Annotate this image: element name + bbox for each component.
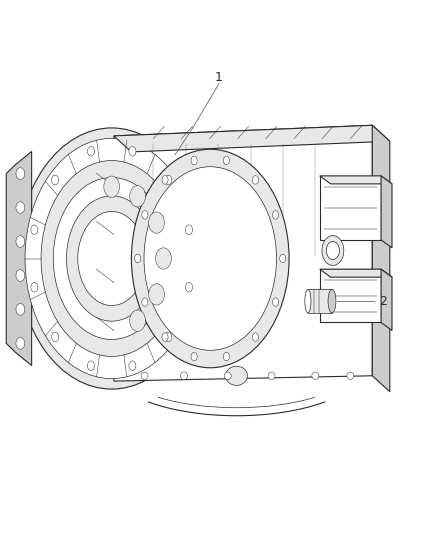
Ellipse shape [142,211,148,219]
Ellipse shape [67,196,157,321]
Ellipse shape [25,139,198,378]
Ellipse shape [226,366,247,385]
Ellipse shape [326,241,339,260]
Ellipse shape [31,282,38,292]
Ellipse shape [53,177,170,340]
Polygon shape [381,269,392,330]
Polygon shape [320,269,392,277]
Ellipse shape [52,332,59,342]
Ellipse shape [130,310,145,332]
Ellipse shape [272,211,279,219]
Ellipse shape [223,352,230,361]
Polygon shape [381,176,392,248]
Polygon shape [6,151,32,366]
Ellipse shape [155,248,171,269]
Ellipse shape [165,175,172,185]
Ellipse shape [312,372,319,379]
Polygon shape [114,125,372,381]
Ellipse shape [104,176,120,197]
Ellipse shape [165,332,172,342]
Ellipse shape [52,175,59,185]
Ellipse shape [131,149,289,368]
Polygon shape [372,125,390,392]
Ellipse shape [180,372,187,379]
Ellipse shape [162,176,168,184]
Ellipse shape [31,225,38,235]
Polygon shape [114,125,390,152]
Text: 1: 1 [215,71,223,84]
Ellipse shape [148,212,164,233]
Ellipse shape [268,372,275,379]
Ellipse shape [16,304,25,316]
Ellipse shape [41,160,182,357]
Ellipse shape [347,372,354,379]
Ellipse shape [191,352,197,361]
Ellipse shape [186,225,193,235]
Ellipse shape [272,298,279,306]
Ellipse shape [18,128,206,389]
Ellipse shape [328,289,336,313]
Ellipse shape [191,156,197,165]
Ellipse shape [78,212,145,305]
Ellipse shape [129,147,136,156]
Ellipse shape [16,270,25,281]
Ellipse shape [16,168,25,180]
Ellipse shape [16,201,25,213]
Ellipse shape [252,176,258,184]
Polygon shape [308,289,332,313]
Ellipse shape [88,361,95,370]
Polygon shape [320,176,392,184]
Ellipse shape [223,156,230,165]
Ellipse shape [129,361,136,370]
Ellipse shape [88,147,95,156]
Ellipse shape [224,372,231,379]
Ellipse shape [16,236,25,247]
Polygon shape [320,176,381,240]
Ellipse shape [130,185,145,207]
Ellipse shape [16,337,25,349]
Ellipse shape [142,298,148,306]
Ellipse shape [141,372,148,379]
Ellipse shape [305,289,311,313]
Ellipse shape [186,282,193,292]
Ellipse shape [148,284,164,305]
Polygon shape [320,269,381,322]
Ellipse shape [280,254,286,263]
Ellipse shape [252,333,258,341]
Text: 2: 2 [379,295,387,308]
Ellipse shape [322,236,344,265]
Ellipse shape [134,254,141,263]
Ellipse shape [162,333,168,341]
Ellipse shape [144,167,276,350]
